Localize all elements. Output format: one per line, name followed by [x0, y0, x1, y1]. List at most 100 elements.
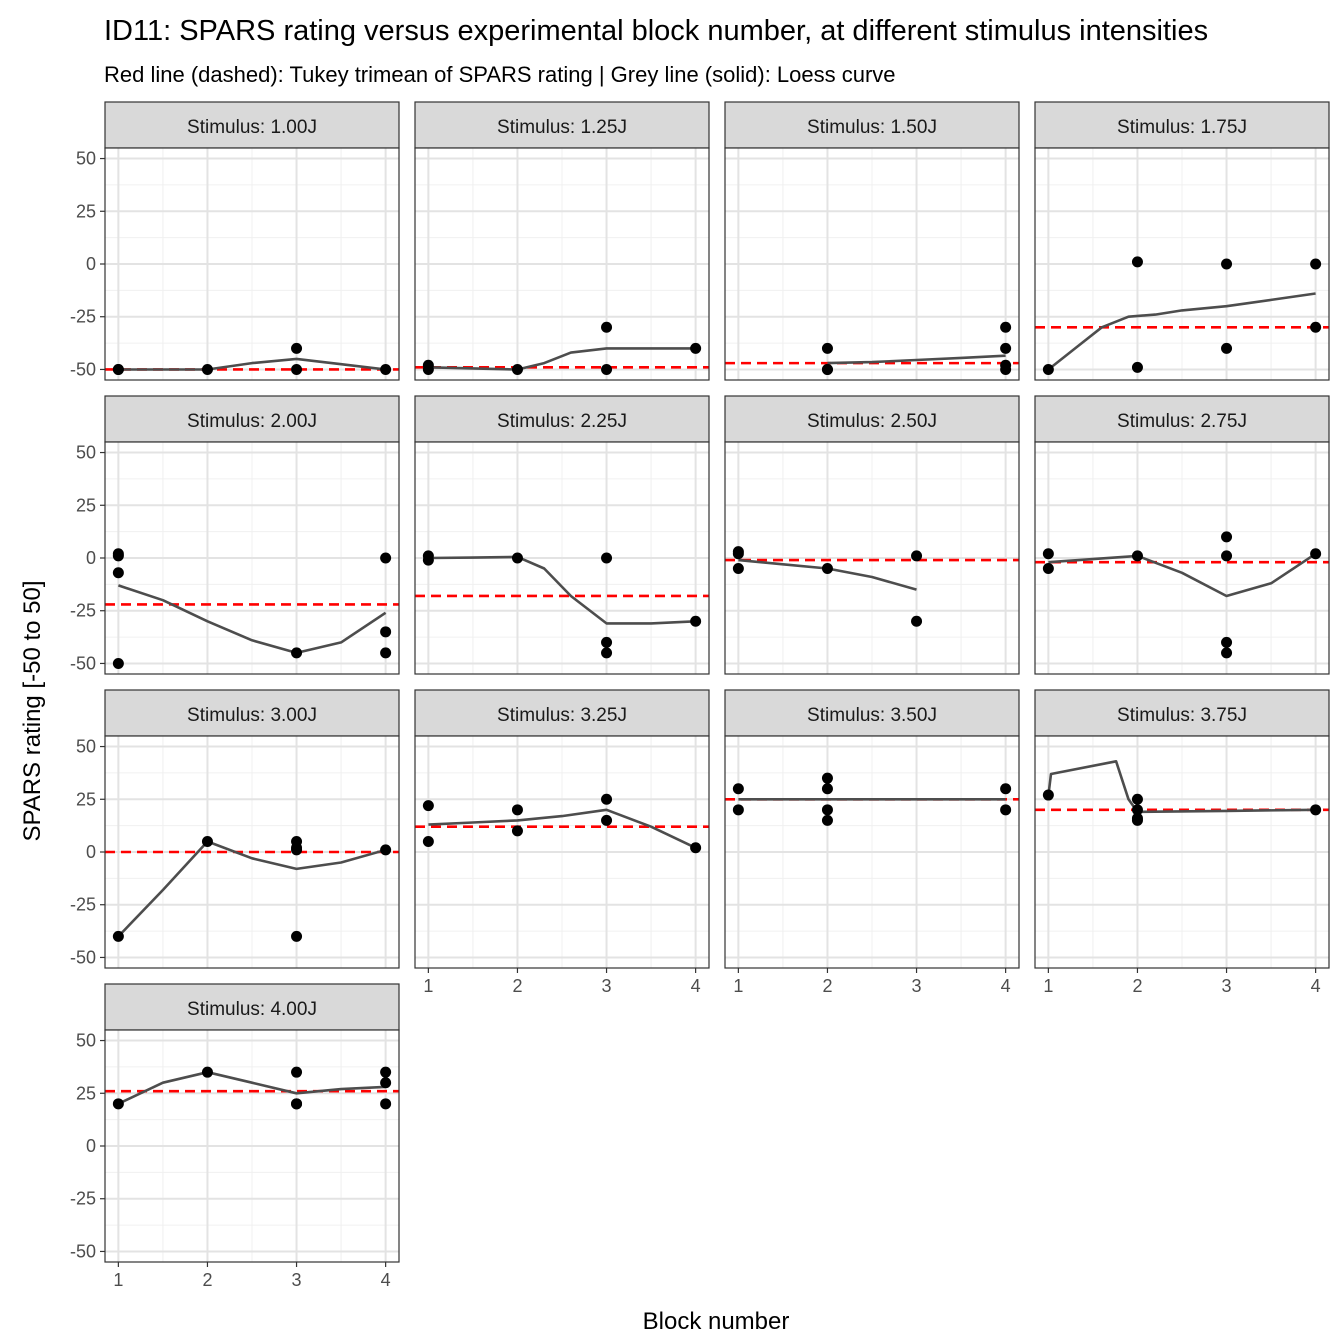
data-point — [1310, 321, 1322, 333]
data-point — [422, 835, 434, 847]
data-point — [732, 563, 744, 575]
facet-strip — [414, 101, 710, 149]
loess-curve — [1047, 292, 1316, 371]
data-point — [1131, 814, 1143, 826]
data-point — [821, 814, 833, 826]
data-point — [380, 626, 392, 638]
data-point — [732, 548, 744, 560]
facet-panel: Stimulus: 2.25J — [414, 395, 710, 675]
x-tick-label: 2 — [1132, 976, 1142, 996]
y-tick-label: -25 — [70, 601, 96, 621]
y-tick-label: -25 — [70, 1189, 96, 1209]
loess-curve — [117, 1070, 386, 1105]
data-point — [1221, 647, 1233, 659]
loess-curve — [117, 584, 387, 655]
data-point — [291, 647, 303, 659]
y-tick-label: -50 — [70, 359, 96, 379]
data-point — [112, 363, 124, 375]
facet-strip-label: Stimulus: 1.00J — [187, 117, 317, 138]
panel-border — [724, 441, 1020, 675]
data-point — [1131, 361, 1143, 373]
x-tick-label: 3 — [602, 976, 612, 996]
data-point — [1042, 789, 1054, 801]
data-point — [1000, 321, 1012, 333]
data-point — [1131, 256, 1143, 268]
data-point — [601, 321, 613, 333]
gridlines — [725, 148, 1019, 380]
data-point — [291, 1066, 303, 1078]
data-point — [1000, 359, 1012, 371]
facet-strip — [104, 689, 400, 737]
data-point — [732, 804, 744, 816]
data-point — [1131, 793, 1143, 805]
data-point — [511, 363, 523, 375]
facet-panel: Stimulus: 3.00J -50 -25 0 25 50 — [70, 689, 400, 969]
data-point — [291, 342, 303, 354]
data-point — [821, 772, 833, 784]
facet-panel: Stimulus: 4.00J -50 -25 0 25 50 1 2 3 4 — [70, 983, 400, 1290]
data-point — [690, 842, 702, 854]
data-point — [821, 342, 833, 354]
panel-border — [1034, 735, 1330, 969]
data-point — [291, 1098, 303, 1110]
data-point — [511, 825, 523, 837]
y-tick-label: 50 — [76, 737, 96, 757]
loess-curve — [428, 347, 696, 371]
facet-strip-label: Stimulus: 2.75J — [1117, 411, 1247, 432]
x-tick-label: 4 — [381, 1270, 391, 1290]
x-tick-label: 2 — [512, 976, 522, 996]
data-point — [422, 554, 434, 566]
data-point — [1042, 563, 1054, 575]
data-point — [1310, 548, 1322, 560]
x-tick-label: 1 — [733, 976, 743, 996]
facet-strip-label: Stimulus: 1.25J — [497, 117, 627, 138]
data-point — [201, 835, 213, 847]
data-point — [821, 563, 833, 575]
data-point — [601, 363, 613, 375]
y-tick-label: -50 — [70, 653, 96, 673]
y-tick-label: 0 — [86, 842, 96, 862]
data-point — [601, 793, 613, 805]
data-point — [1131, 550, 1143, 562]
data-point — [511, 804, 523, 816]
data-point — [291, 363, 303, 375]
data-point — [601, 552, 613, 564]
facet-strip-label: Stimulus: 3.50J — [807, 705, 937, 726]
loess-curve — [827, 354, 1006, 365]
gridlines — [415, 736, 709, 968]
panel-border — [1034, 147, 1330, 381]
gridlines — [105, 148, 399, 380]
data-point — [690, 342, 702, 354]
x-axis-title: Block number — [643, 1308, 790, 1335]
data-point — [601, 647, 613, 659]
y-tick-label: -25 — [70, 307, 96, 327]
facet-strip-label: Stimulus: 4.00J — [187, 999, 317, 1020]
x-tick-label: 4 — [1311, 976, 1321, 996]
facet-strip-label: Stimulus: 2.25J — [497, 411, 627, 432]
data-point — [511, 552, 523, 564]
data-point — [1221, 258, 1233, 270]
x-tick-label: 4 — [1001, 976, 1011, 996]
y-axis-title: SPARS rating [-50 to 50] — [19, 580, 46, 841]
y-tick-label: 25 — [76, 495, 96, 515]
gridlines — [105, 442, 399, 674]
panel-border — [1034, 441, 1330, 675]
data-point — [821, 363, 833, 375]
facet-strip-label: Stimulus: 3.00J — [187, 705, 317, 726]
loess-curve — [428, 808, 697, 849]
data-point — [422, 800, 434, 812]
data-point — [380, 647, 392, 659]
data-point — [422, 363, 434, 375]
x-tick-label: 3 — [1222, 976, 1232, 996]
x-tick-label: 1 — [1043, 976, 1053, 996]
loess-curve — [118, 357, 386, 371]
panel-border — [414, 441, 710, 675]
data-point — [1221, 636, 1233, 648]
gridlines — [415, 148, 709, 380]
data-point — [1221, 531, 1233, 543]
data-point — [380, 552, 392, 564]
data-point — [112, 657, 124, 669]
facet-panel: Stimulus: 3.25J 1 2 3 4 — [414, 689, 710, 996]
y-tick-label: 0 — [86, 1136, 96, 1156]
data-point — [1042, 548, 1054, 560]
